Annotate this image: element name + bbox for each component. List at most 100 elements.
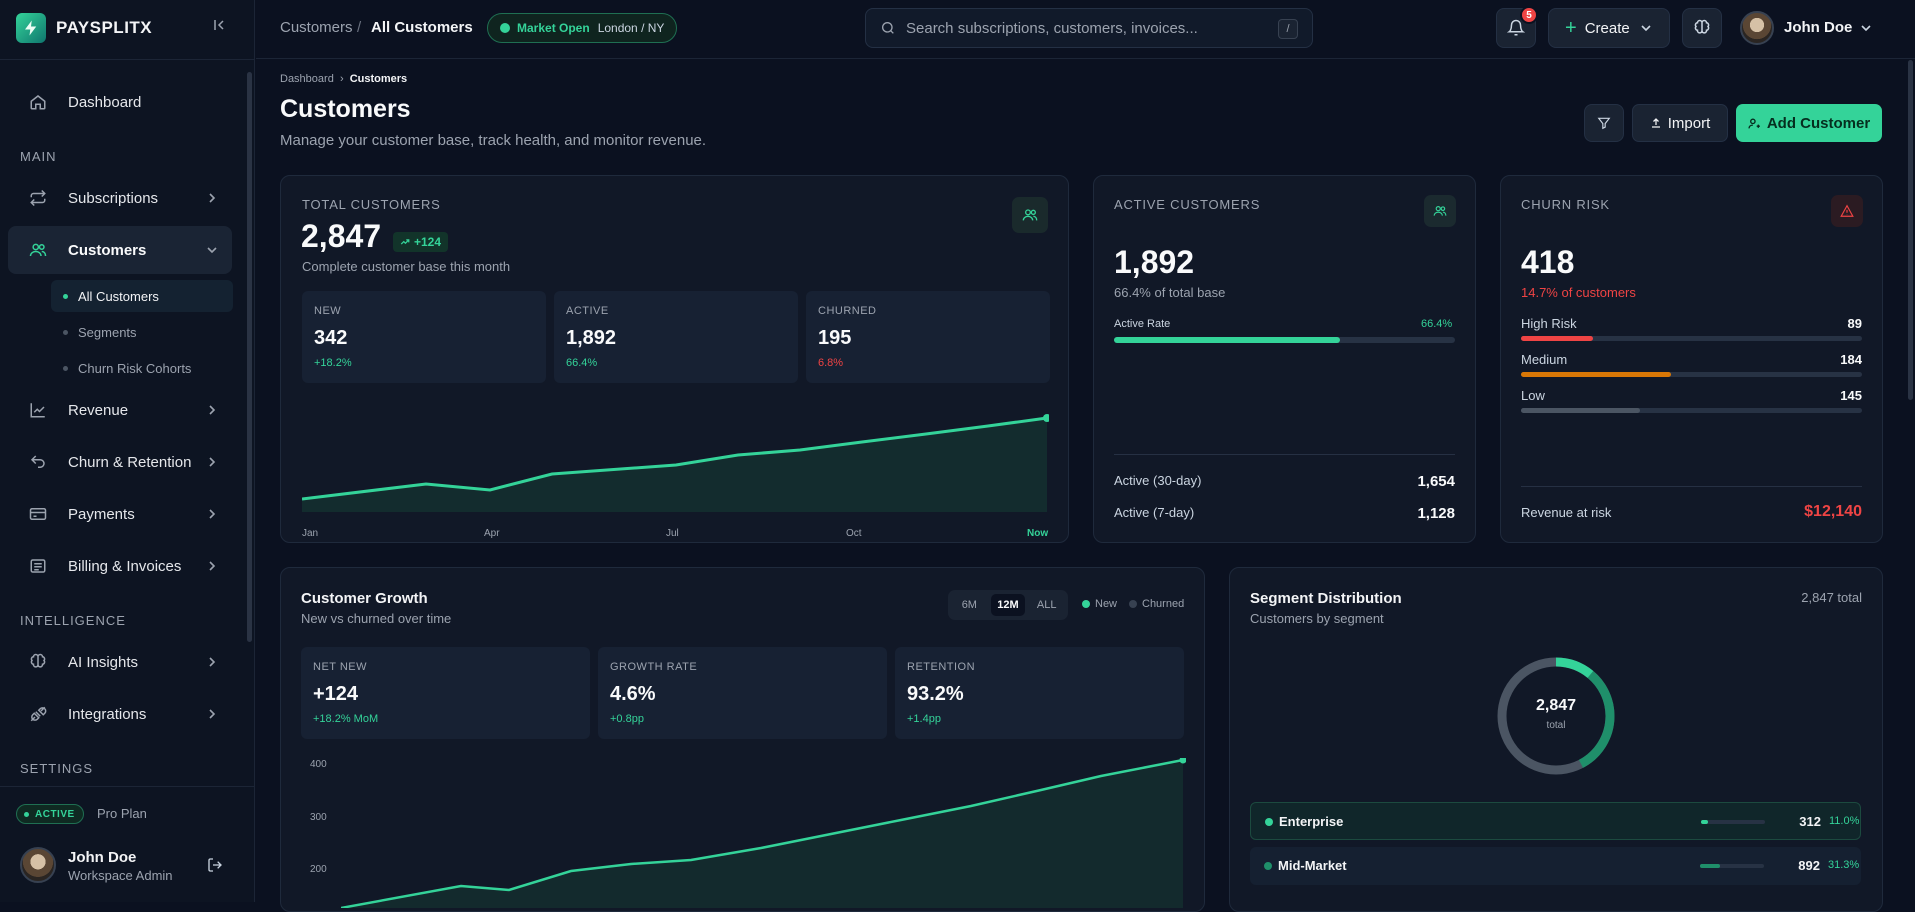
segment-name: Mid-Market (1278, 858, 1347, 873)
sidebar-item-label: Churn & Retention (68, 453, 192, 471)
chevron-right-icon (209, 405, 216, 415)
churn-risk-card: CHURN RISK 418 14.7% of customers High R… (1500, 175, 1883, 543)
logo-icon (16, 13, 46, 43)
segment-total: 2,847 total (1801, 590, 1862, 605)
sidebar-item-revenue[interactable]: Revenue (8, 386, 232, 434)
card-title: TOTAL CUSTOMERS (302, 197, 441, 212)
avatar[interactable] (1740, 11, 1774, 45)
sidebar-item-payments[interactable]: Payments (8, 490, 232, 538)
segment-name: Enterprise (1279, 814, 1344, 829)
brain-icon (28, 652, 48, 672)
search-input[interactable]: Search subscriptions, customers, invoice… (865, 8, 1313, 48)
sidebar-item-ai-insights[interactable]: AI Insights (8, 638, 232, 686)
segment-bar (1701, 820, 1765, 824)
sidebar-item-customers[interactable]: Customers (8, 226, 232, 274)
invoice-icon (28, 556, 48, 576)
donut-segment-enterprise (1497, 657, 1615, 775)
brain-icon (1694, 19, 1710, 34)
topbar-user-name[interactable]: John Doe (1784, 19, 1853, 36)
users-icon (1012, 197, 1048, 233)
brand-name: PAYSPLITX (56, 18, 153, 37)
stat-tile-retention: RETENTION 93.2% +1.4pp (895, 647, 1184, 739)
brand[interactable]: PAYSPLITX (16, 12, 152, 44)
segment-bar (1700, 864, 1764, 868)
segment-row[interactable]: Mid-Market 892 31.3% (1250, 847, 1861, 885)
range-toggle[interactable]: 6M 12M ALL (948, 590, 1068, 620)
breadcrumb-root[interactable]: Dashboard (280, 73, 334, 85)
breadcrumb-separator: / (357, 19, 362, 36)
churn-risk-caption: 14.7% of customers (1521, 285, 1636, 300)
segment-dot-icon (1265, 818, 1273, 826)
stat-change: +0.8pp (610, 713, 644, 725)
sidebar-scrollbar[interactable] (247, 72, 252, 642)
sidebar-item-subscriptions[interactable]: Subscriptions (8, 174, 232, 222)
sidebar-item-billing-invoices[interactable]: Billing & Invoices (8, 542, 232, 590)
donut-center-caption: total (1546, 720, 1566, 731)
stat-value: 4.6% (610, 683, 656, 705)
segment-bar-fill (1701, 820, 1709, 824)
import-button[interactable]: Import (1632, 104, 1728, 142)
ai-assistant-button[interactable] (1682, 8, 1722, 48)
risk-level-value: 184 (1840, 352, 1862, 367)
plus-icon: + (1565, 17, 1577, 39)
chevron-down-icon (207, 247, 217, 254)
plan-status-label: ACTIVE (35, 808, 75, 820)
donut-segment-mid-market (1497, 657, 1615, 775)
create-button[interactable]: + Create (1548, 8, 1670, 48)
topbar-breadcrumb-parent[interactable]: Customers (280, 19, 353, 36)
logout-icon[interactable] (207, 857, 225, 875)
bullet-icon (63, 365, 68, 371)
filter-button[interactable] (1584, 104, 1624, 142)
active-customers-caption: 66.4% of total base (1114, 285, 1226, 300)
bullet-icon (63, 329, 68, 335)
chevron-down-icon[interactable] (1860, 22, 1872, 34)
segment-bar-fill (1700, 864, 1721, 868)
alert-triangle-icon (1831, 195, 1863, 227)
add-customer-button[interactable]: Add Customer (1736, 104, 1882, 142)
search-icon (882, 22, 894, 34)
subitem-label: Segments (78, 324, 137, 340)
card-title: CHURN RISK (1521, 197, 1610, 212)
sidebar-item-churn-retention[interactable]: Churn & Retention (8, 438, 232, 486)
x-tick: Jul (666, 528, 679, 539)
total-customers-sparkline (302, 414, 1049, 512)
stat-change: +18.2% (314, 357, 352, 369)
segment-row[interactable]: Enterprise 312 11.0% (1250, 802, 1861, 840)
sidebar-item-label: Revenue (68, 401, 129, 419)
sidebar-subitem-segments[interactable]: Segments (51, 316, 233, 348)
card-title: Segment Distribution (1250, 590, 1402, 607)
growth-endpoint (1179, 758, 1186, 764)
sidebar-subitem-all-customers[interactable]: All Customers (51, 280, 233, 312)
total-customers-card: TOTAL CUSTOMERS 2,847 Complete customer … (280, 175, 1069, 543)
divider (1521, 486, 1862, 487)
card-title: Customer Growth (301, 590, 428, 607)
collapse-sidebar-icon[interactable] (212, 18, 226, 36)
y-tick: 300 (310, 812, 327, 823)
sidebar-item-label: Customers (68, 241, 147, 259)
sparkline-endpoint (1043, 414, 1049, 422)
stat-tile-active: ACTIVE 1,892 66.4% (554, 291, 798, 383)
sidebar-item-dashboard[interactable]: Dashboard (8, 78, 232, 126)
x-tick: Jan (302, 528, 319, 539)
range-6m[interactable]: 6M (961, 599, 977, 611)
sidebar-subitem-churn-risk-cohorts[interactable]: Churn Risk Cohorts (51, 352, 233, 384)
undo-icon (28, 452, 48, 472)
stat-label: RETENTION (907, 661, 976, 673)
create-label: Create (1584, 19, 1630, 37)
repeat-icon (28, 188, 48, 208)
stat-label: CHURNED (818, 305, 877, 317)
risk-bar-fill (1521, 372, 1672, 377)
avatar[interactable] (20, 847, 56, 883)
range-all[interactable]: ALL (1036, 599, 1057, 611)
range-12m[interactable]: 12M (990, 594, 1026, 616)
delta-value: +124 (414, 235, 442, 249)
sidebar: PAYSPLITX Dashboard MAIN Subscriptions C… (0, 0, 255, 902)
segment-count: 312 (1799, 814, 1821, 829)
legend-new: New (1082, 598, 1117, 610)
chevron-right-icon (209, 193, 216, 203)
sidebar-item-integrations[interactable]: Integrations (8, 690, 232, 738)
risk-bar-high (1521, 336, 1862, 341)
page-scrollbar[interactable] (1908, 60, 1913, 400)
stat-tile-growth-rate: GROWTH RATE 4.6% +0.8pp (598, 647, 887, 739)
add-customer-label: Add Customer (1766, 114, 1871, 132)
